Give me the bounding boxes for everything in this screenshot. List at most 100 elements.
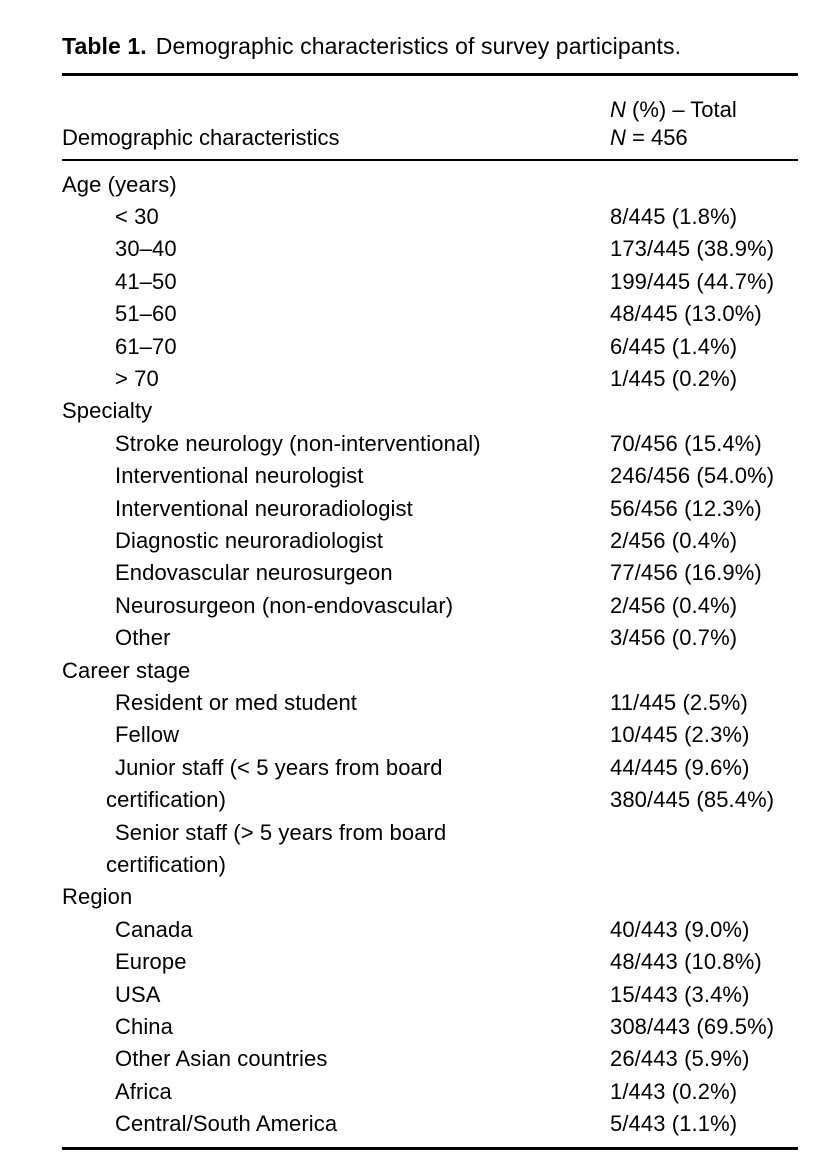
table-row: Interventional neuroradiologist 56/456 (1… bbox=[62, 493, 798, 525]
section-label: Region bbox=[62, 884, 133, 910]
row-value: 6/445 (1.4%) bbox=[610, 333, 738, 359]
row-value: 2/456 (0.4%) bbox=[610, 592, 738, 618]
table-row: Interventional neurologist 246/456 (54.0%… bbox=[62, 460, 798, 492]
row-label: certification) bbox=[106, 852, 226, 878]
row-value: 48/445 (13.0%) bbox=[610, 301, 762, 327]
row-value: 56/456 (12.3%) bbox=[610, 495, 762, 521]
row-label: Interventional neuroradiologist bbox=[115, 495, 413, 521]
row-label: certification) bbox=[106, 787, 226, 813]
row-label: Senior staff (> 5 years from board bbox=[115, 819, 447, 845]
table-row: Diagnostic neuroradiologist 2/456 (0.4%) bbox=[62, 525, 798, 557]
row-value: 26/443 (5.9%) bbox=[610, 1046, 750, 1072]
row-label: < 30 bbox=[115, 203, 159, 229]
row-value: 1/445 (0.2%) bbox=[610, 365, 738, 391]
n-italic: N bbox=[610, 125, 626, 150]
table-header: Demographic characteristics N (%) – Tota… bbox=[62, 76, 798, 159]
table-row: > 70 1/445 (0.2%) bbox=[62, 363, 798, 395]
table-row: Resident or med student 11/445 (2.5%) bbox=[62, 687, 798, 719]
row-value: 1/443 (0.2%) bbox=[610, 1078, 738, 1104]
section-row: Region bbox=[62, 881, 798, 913]
bottom-rule bbox=[62, 1146, 798, 1150]
row-label: Central/South America bbox=[115, 1111, 338, 1137]
section-label: Age (years) bbox=[62, 171, 177, 197]
section-label: Specialty bbox=[62, 398, 153, 424]
row-value: 77/456 (16.9%) bbox=[610, 560, 762, 586]
table-row: Senior staff (> 5 years from board bbox=[62, 817, 798, 849]
row-label: 41–50 bbox=[115, 268, 177, 294]
row-value: 70/456 (15.4%) bbox=[610, 430, 762, 456]
table-row: Central/South America 5/443 (1.1%) bbox=[62, 1108, 798, 1140]
section-label: Career stage bbox=[62, 657, 191, 683]
table-row: 61–70 6/445 (1.4%) bbox=[62, 331, 798, 363]
row-label: Africa bbox=[115, 1078, 172, 1104]
row-label: Europe bbox=[115, 949, 187, 975]
header-line1-text: (%) – Total bbox=[625, 97, 737, 122]
row-label: Canada bbox=[115, 916, 193, 942]
table-row: Other Asian countries 26/443 (5.9%) bbox=[62, 1043, 798, 1075]
table-number-label: Table 1. bbox=[62, 33, 147, 59]
row-value: 2/456 (0.4%) bbox=[610, 527, 738, 553]
header-rule bbox=[62, 159, 798, 161]
row-value: 173/445 (38.9%) bbox=[610, 236, 775, 262]
row-value: 199/445 (44.7%) bbox=[610, 268, 775, 294]
row-label: Other Asian countries bbox=[115, 1046, 328, 1072]
row-label: Junior staff (< 5 years from board bbox=[115, 754, 443, 780]
row-label: > 70 bbox=[115, 365, 159, 391]
row-value: 48/443 (10.8%) bbox=[610, 949, 762, 975]
row-value: 380/445 (85.4%) bbox=[610, 787, 775, 813]
n-italic: N bbox=[610, 97, 626, 122]
row-label: Stroke neurology (non-interventional) bbox=[115, 430, 481, 456]
row-label: 61–70 bbox=[115, 333, 177, 359]
table-body: Age (years) < 30 8/445 (1.8%) 30–40 173/445 … bbox=[62, 161, 798, 1147]
header-n-total-line1: N (%) – Total bbox=[610, 96, 737, 124]
row-label: China bbox=[115, 1014, 173, 1040]
row-label: USA bbox=[115, 981, 161, 1007]
row-value: 15/443 (3.4%) bbox=[610, 981, 750, 1007]
table-row: Africa 1/443 (0.2%) bbox=[62, 1076, 798, 1108]
table-row: 51–60 48/445 (13.0%) bbox=[62, 298, 798, 330]
table-row: 41–50 199/445 (44.7%) bbox=[62, 266, 798, 298]
table-row: Other 3/456 (0.7%) bbox=[62, 622, 798, 654]
table-row: certification) 380/445 (85.4%) bbox=[62, 784, 798, 816]
row-value: 44/445 (9.6%) bbox=[610, 754, 750, 780]
paper-table: Table 1. Demographic characteristics of s… bbox=[62, 0, 798, 1150]
table-row: Junior staff (< 5 years from board 44/445… bbox=[62, 752, 798, 784]
row-label: Resident or med student bbox=[115, 690, 357, 715]
table-row: China 308/443 (69.5%) bbox=[62, 1011, 798, 1043]
row-label: Fellow bbox=[115, 722, 180, 748]
row-value: 246/456 (54.0%) bbox=[610, 463, 775, 489]
row-label: Neurosurgeon (non-endovascular) bbox=[115, 592, 454, 618]
table-row: 30–40 173/445 (38.9%) bbox=[62, 233, 798, 265]
table-row: Neurosurgeon (non-endovascular) 2/456 (0.… bbox=[62, 590, 798, 622]
header-n-total-line2: N = 456 bbox=[610, 124, 737, 152]
row-value: 308/443 (69.5%) bbox=[610, 1014, 775, 1040]
row-label: Diagnostic neuroradiologist bbox=[115, 527, 384, 553]
row-label: Endovascular neurosurgeon bbox=[115, 560, 393, 586]
table-caption: Demographic characteristics of survey pa… bbox=[155, 33, 682, 59]
column-header-n-total: N (%) – Total N = 456 bbox=[610, 96, 737, 152]
table-row: USA 15/443 (3.4%) bbox=[62, 979, 798, 1011]
row-label: Interventional neurologist bbox=[115, 463, 364, 489]
row-value: 5/443 (1.1%) bbox=[610, 1111, 738, 1137]
row-label: Other bbox=[115, 625, 171, 651]
section-row: Age (years) bbox=[62, 169, 798, 201]
table-row: Endovascular neurosurgeon 77/456 (16.9%) bbox=[62, 557, 798, 589]
row-value: 3/456 (0.7%) bbox=[610, 625, 738, 651]
column-header-characteristics: Demographic characteristics bbox=[62, 125, 340, 150]
section-row: Specialty bbox=[62, 395, 798, 427]
table-row: Europe 48/443 (10.8%) bbox=[62, 946, 798, 978]
row-value: 10/445 (2.3%) bbox=[610, 722, 750, 748]
section-row: Career stage bbox=[62, 655, 798, 687]
row-value: 40/443 (9.0%) bbox=[610, 916, 750, 942]
table-row: Canada 40/443 (9.0%) bbox=[62, 914, 798, 946]
header-line2-text: = 456 bbox=[625, 125, 688, 150]
row-label: 30–40 bbox=[115, 236, 177, 262]
row-label: 51–60 bbox=[115, 301, 177, 327]
table-row: Fellow 10/445 (2.3%) bbox=[62, 719, 798, 751]
table-row: Stroke neurology (non-interventional) 70/… bbox=[62, 428, 798, 460]
table-title: Table 1. Demographic characteristics of s… bbox=[62, 32, 798, 60]
row-value: 11/445 (2.5%) bbox=[610, 690, 748, 715]
table-row: < 30 8/445 (1.8%) bbox=[62, 201, 798, 233]
row-value: 8/445 (1.8%) bbox=[610, 203, 738, 229]
table-row: certification) bbox=[62, 849, 798, 881]
